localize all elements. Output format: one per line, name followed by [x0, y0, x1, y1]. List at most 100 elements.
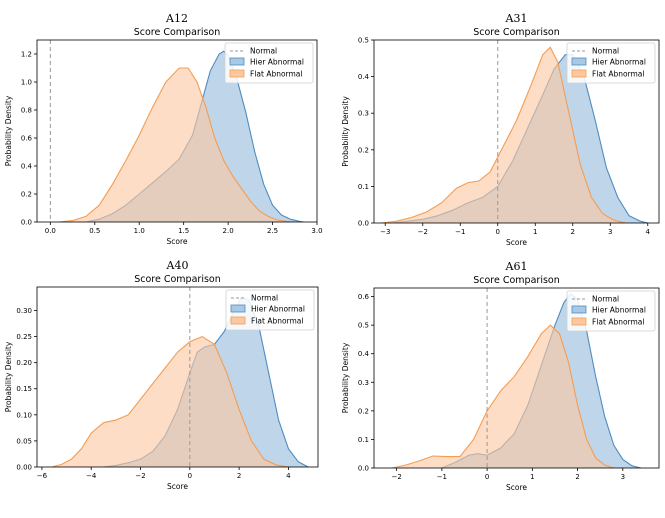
y-tick-label: 0.1 [358, 183, 369, 191]
density-line-flat [391, 324, 614, 468]
x-tick-label: 2.5 [267, 227, 278, 235]
x-tick-label: −2 [135, 472, 145, 480]
y-tick-label: 0.25 [16, 333, 32, 341]
y-tick-label: 1.0 [21, 79, 32, 87]
x-tick-label: −1 [455, 228, 465, 236]
x-tick-label: −6 [37, 472, 48, 480]
y-tick-label: 0.2 [21, 191, 32, 199]
panel-suptitle: A12 [165, 12, 188, 25]
legend-box [224, 42, 314, 84]
plot-frame [373, 287, 660, 469]
legend-label-flat: Flat Abnormal [251, 317, 304, 326]
x-axis-label: Score [166, 237, 187, 246]
density-line-flat [381, 46, 626, 223]
chart-panel-3: A40 Score Comparison −6 −4 −2 0 2 4 0.00 0.05 0.10… [4, 259, 319, 491]
legend-flat-swatch [571, 69, 587, 78]
plot-frame [36, 286, 319, 468]
x-tick-label: 0.0 [45, 227, 56, 235]
x-tick-label: −4 [86, 472, 97, 480]
x-tick-label: 3 [608, 228, 612, 236]
x-tick-label: 2.0 [223, 227, 234, 235]
density-line-flat [51, 335, 289, 467]
y-tick-label: 0.2 [358, 146, 369, 154]
legend-hier-swatch [571, 305, 587, 314]
chart-panel-1: A12 Score Comparison 0.0 0.5 1.0 1.5 2.0 2.5 3.0… [4, 12, 323, 246]
y-tick-label: 0.2 [358, 407, 369, 415]
x-tick-label: −1 [437, 473, 447, 481]
density-area-flat [381, 47, 626, 223]
x-tick-label: −3 [380, 228, 390, 236]
y-axis-label: Probability Density [4, 95, 13, 166]
y-tick-label: 0.1 [358, 436, 369, 444]
x-tick-label: 1 [533, 228, 537, 236]
y-tick-label: 0.4 [358, 73, 370, 81]
legend-label-hier: Hier Abnormal [592, 58, 646, 67]
legend: Normal Hier Abnormal Flat Abnormal [566, 290, 656, 332]
y-tick-label: 0.5 [358, 37, 369, 45]
y-tick-label: 0.00 [16, 464, 32, 472]
x-tick-label: 1.0 [134, 227, 145, 235]
x-tick-label: 2 [237, 472, 241, 480]
density-line-flat [59, 67, 295, 222]
density-area-flat [51, 336, 289, 467]
y-tick-label: 0.6 [21, 135, 33, 143]
legend-flat-swatch [230, 316, 246, 325]
legend-label-flat: Flat Abnormal [592, 318, 645, 327]
plot-frame [36, 39, 318, 223]
chart-panel-2: A31 Score Comparison −3 −2 −1 0 1 2 3 4 0.0 0.1 0.2 0… [341, 12, 660, 247]
density-area-flat [59, 68, 295, 222]
legend-label-flat: Flat Abnormal [250, 70, 303, 79]
x-tick-label: 0 [188, 472, 192, 480]
legend-label-normal: Normal [592, 295, 619, 304]
legend-box [566, 290, 656, 332]
density-area-flat [392, 325, 614, 468]
y-tick-label: 1.2 [21, 51, 32, 59]
legend-label-normal: Normal [250, 47, 277, 56]
chart-panel-4: A61 Score Comparison −2 −1 0 1 2 3 0.0 0.1 0.2 0.3 0… [341, 260, 660, 492]
x-tick-label: 0 [485, 473, 489, 481]
legend-label-hier: Hier Abnormal [250, 58, 304, 67]
legend-label-hier: Hier Abnormal [592, 306, 646, 315]
panel-suptitle: A61 [505, 260, 528, 273]
y-tick-label: 0.20 [16, 359, 32, 367]
y-tick-label: 0.3 [358, 110, 369, 118]
x-tick-label: 4 [646, 228, 651, 236]
y-tick-label: 0.5 [358, 322, 369, 330]
legend-flat-swatch [229, 69, 245, 78]
y-tick-label: 0.4 [358, 350, 370, 358]
panel-suptitle: A40 [166, 259, 189, 272]
x-tick-label: 3.0 [311, 227, 322, 235]
y-axis-label: Probability Density [341, 96, 350, 167]
chart-title: Score Comparison [473, 27, 560, 38]
x-tick-label: 2 [571, 228, 575, 236]
legend-box [566, 42, 656, 84]
y-tick-label: 0.05 [16, 437, 32, 445]
x-tick-label: −2 [418, 228, 428, 236]
legend-label-flat: Flat Abnormal [592, 70, 645, 79]
x-tick-label: 0 [496, 228, 500, 236]
x-axis-label: Score [506, 483, 527, 492]
chart-title: Score Comparison [473, 275, 560, 286]
y-tick-label: 0.6 [358, 293, 370, 301]
chart-title: Score Comparison [134, 27, 221, 38]
x-tick-label: 2 [575, 473, 579, 481]
plot-frame [373, 39, 660, 224]
y-tick-label: 0.8 [21, 107, 32, 115]
legend-flat-swatch [571, 317, 587, 326]
x-axis-label: Score [167, 482, 188, 491]
x-tick-label: 4 [286, 472, 291, 480]
legend-hier-swatch [571, 57, 587, 66]
x-tick-label: 1.5 [178, 227, 189, 235]
legend-box [225, 289, 315, 331]
x-tick-label: 3 [621, 473, 625, 481]
y-tick-label: 0.15 [16, 385, 32, 393]
x-axis-label: Score [506, 238, 527, 247]
y-tick-label: 0.3 [358, 379, 369, 387]
legend-label-hier: Hier Abnormal [251, 305, 305, 314]
legend-label-normal: Normal [592, 47, 619, 56]
y-tick-label: 0.0 [21, 219, 32, 227]
legend: Normal Hier Abnormal Flat Abnormal [224, 42, 314, 84]
x-tick-label: −2 [391, 473, 401, 481]
x-tick-label: 1 [530, 473, 534, 481]
